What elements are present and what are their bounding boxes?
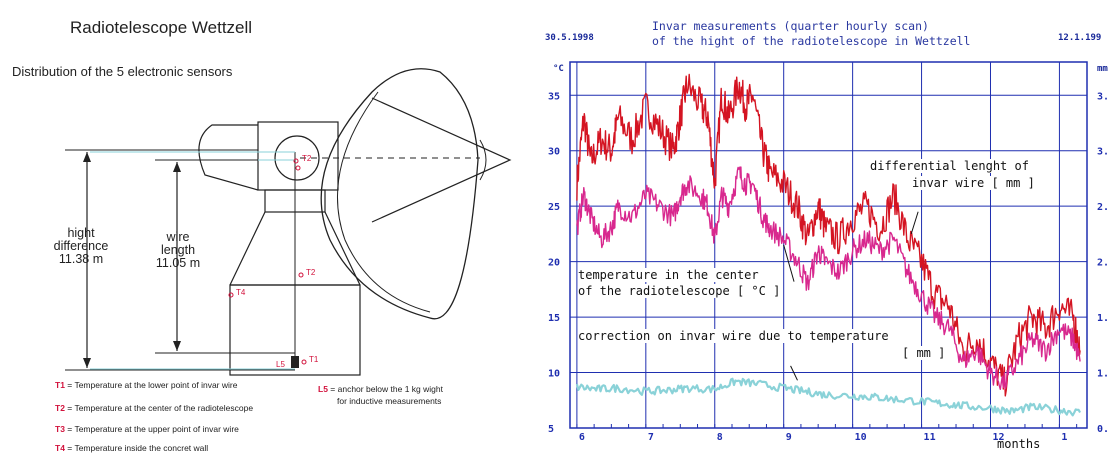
height-difference-label: hight difference 11.38 m [53, 226, 109, 266]
elevation-housing [198, 124, 259, 191]
annotation-correction-1: correction on invar wire due to temperat… [578, 329, 889, 343]
x-tick-label: 1 [1061, 432, 1067, 443]
annotation-correction-2: [ mm ] [902, 346, 946, 360]
chart-subtitle: of the hight of the radiotelescope in We… [652, 34, 971, 48]
x-axis-label: months [997, 437, 1041, 451]
y-right-tick-label: 0. [1097, 424, 1109, 435]
y-left-tick-label: 30 [548, 147, 560, 158]
sensor-label-t1: T1 [309, 355, 319, 364]
left-unit: °C [553, 64, 564, 74]
sensor-label-l5: L5 [276, 360, 285, 369]
start-date: 30.5.1998 [545, 33, 594, 43]
y-left-tick-label: 10 [548, 369, 560, 380]
annotation-pointer [783, 244, 795, 282]
y-left-tick-label: 25 [548, 202, 560, 213]
annotation-pointer [910, 211, 919, 235]
y-right-tick-label: 2. [1097, 258, 1109, 269]
y-right-tick-label: 2. [1097, 202, 1109, 213]
wire-length-label: wire length 11.05 m [155, 230, 201, 270]
x-tick-label: 10 [855, 432, 867, 443]
end-date: 12.1.199 [1058, 33, 1102, 43]
series-magenta [576, 166, 1081, 390]
y-left-tick-label: 35 [548, 91, 560, 102]
y-right-tick-label: 3. [1097, 147, 1109, 158]
y-right-tick-label: 1. [1097, 313, 1109, 324]
dish-inner [336, 91, 431, 313]
y-left-tick-label: 20 [548, 258, 560, 269]
x-tick-label: 7 [648, 432, 654, 443]
series-cyan [575, 377, 1082, 417]
series-red [576, 73, 1081, 397]
diagram-subtitle: Distribution of the 5 electronic sensors [12, 64, 233, 79]
sensor-label-t3: T2 [302, 154, 312, 163]
x-tick-label: 8 [717, 432, 723, 443]
y-right-tick-label: 3. [1097, 91, 1109, 102]
annotation-temperature-2: of the radiotelescope [ °C ] [578, 284, 781, 298]
y-left-tick-label: 5 [548, 424, 554, 435]
annotation-pointer [790, 365, 798, 381]
legend-l5-line2: for inductive measurements [337, 396, 442, 406]
y-left-tick-label: 15 [548, 313, 560, 324]
x-tick-label: 6 [579, 432, 585, 443]
chart-title: Invar measurements (quarter hourly scan) [652, 19, 929, 33]
legend-t1: T1 = Temperature at the lower point of i… [55, 380, 238, 390]
sensor-label-t4: T4 [236, 288, 246, 297]
x-tick-label: 11 [924, 432, 936, 443]
annotation-differential-1: differential lenght of [870, 159, 1029, 173]
feed-cone [371, 97, 512, 223]
x-tick-label: 9 [786, 432, 792, 443]
right-unit: mm [1097, 64, 1108, 74]
plot-frame [569, 61, 1088, 429]
annotation-temperature-1: temperature in the center [578, 268, 759, 282]
legend-t4: T4 = Temperature inside the concret wall [55, 443, 209, 453]
x-tick-label: 12 [992, 432, 1004, 443]
legend-t3: T3 = Temperature at the upper point of i… [55, 424, 239, 434]
sensor-label-t2: T2 [306, 268, 316, 277]
telescope-drawing [65, 68, 512, 376]
y-right-tick-label: 1. [1097, 369, 1109, 380]
legend-l5: L5 = anchor below the 1 kg wight [318, 384, 443, 394]
diagram-title: Radiotelescope Wettzell [70, 18, 253, 37]
legend-t2: T2 = Temperature at the center of the ra… [55, 403, 254, 413]
dish-outline [320, 68, 479, 320]
annotation-differential-2: invar wire [ mm ] [912, 176, 1035, 190]
